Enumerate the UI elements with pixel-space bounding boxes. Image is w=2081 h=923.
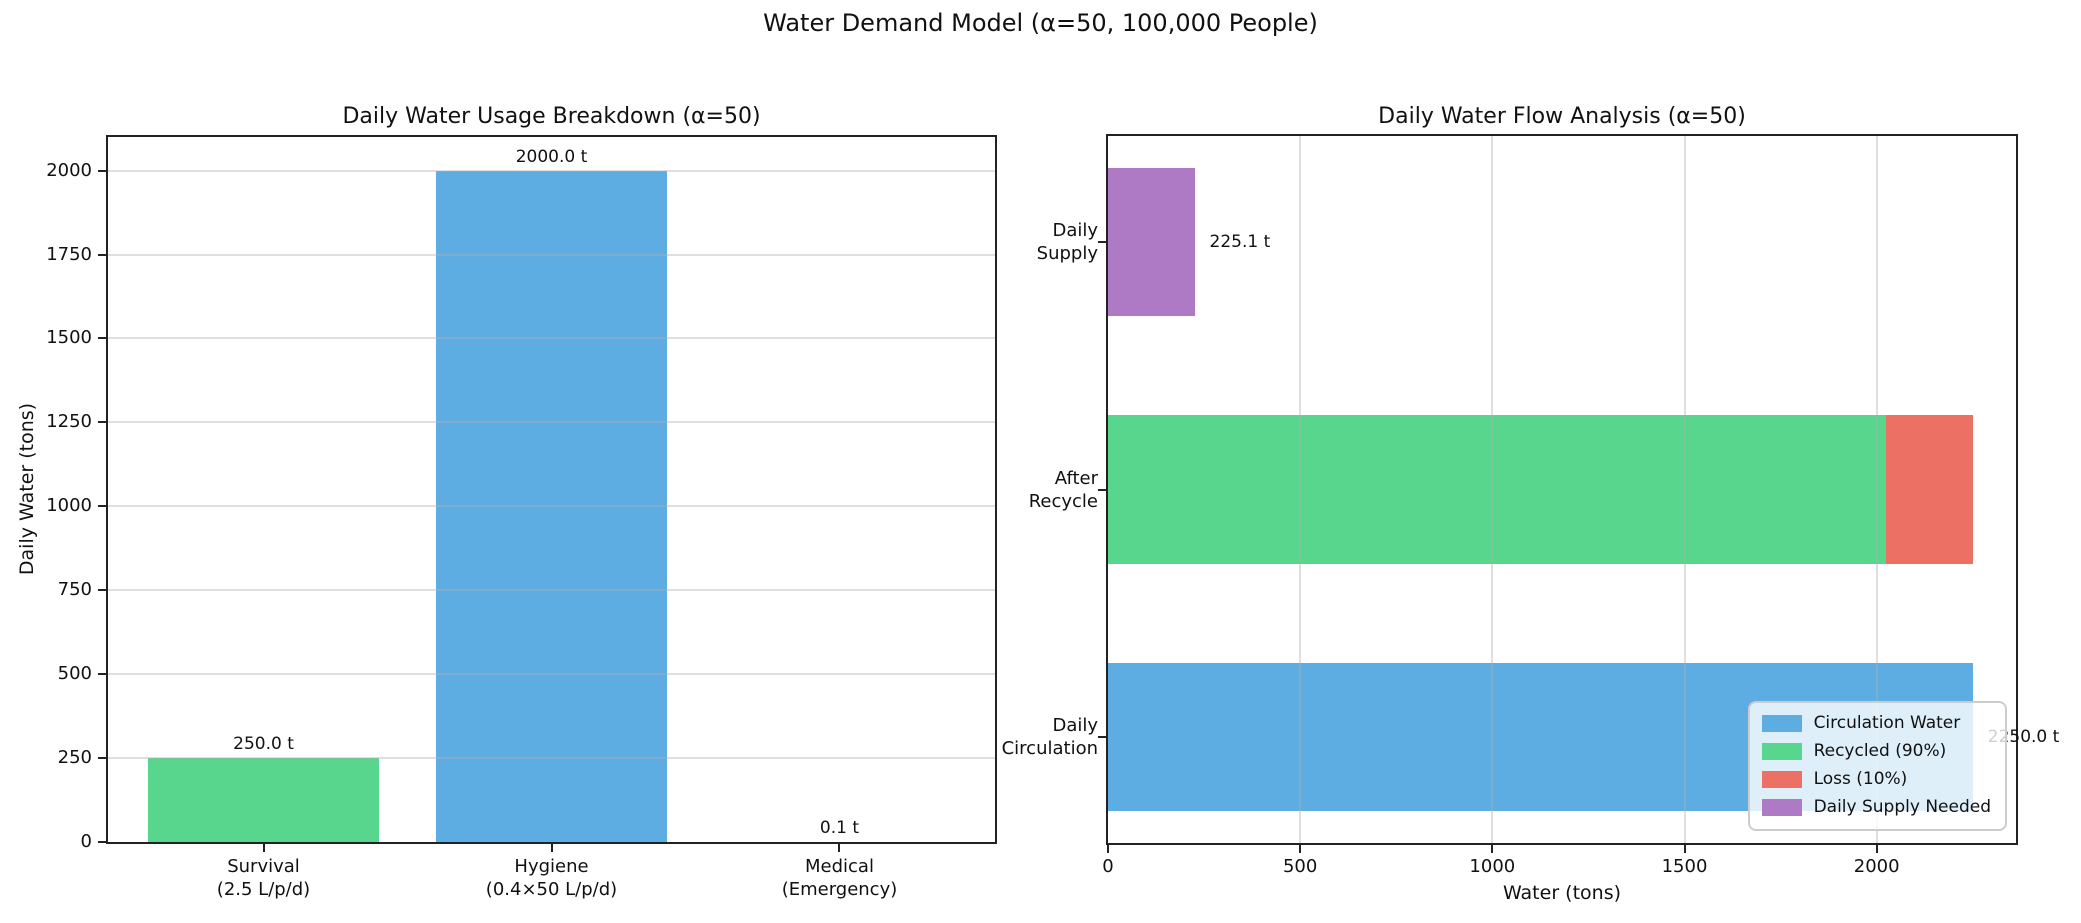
gridline-x (1491, 136, 1494, 843)
legend-item-daily-supply-needed: Daily Supply Needed (1761, 796, 1991, 819)
bar-segment-recycled-90- (1108, 415, 1887, 564)
x-tick-label: Survival (2.5 L/p/d) (216, 856, 311, 900)
gridline-y (108, 421, 995, 424)
x-tick-mark (1299, 843, 1302, 853)
legend-item-loss: Loss (10%) (1761, 768, 1991, 791)
bar-1 (436, 170, 667, 842)
bar-segment-loss-10- (1886, 415, 1973, 564)
x-tick-mark (1875, 843, 1878, 853)
y-tick-mark (1098, 488, 1108, 491)
y-tick-label: 0 (80, 831, 92, 852)
legend-swatch-loss (1761, 771, 1802, 788)
x-tick-mark (1107, 843, 1109, 853)
gridline-x (1875, 136, 1878, 843)
figure-title: Water Demand Model (α=50, 100,000 People… (763, 9, 1318, 37)
legend-swatch-recycled (1761, 743, 1802, 760)
y-tick-mark (1098, 241, 1108, 244)
left-chart-title: Daily Water Usage Breakdown (α=50) (342, 104, 761, 129)
x-tick-label: Hygiene (0.4×50 L/p/d) (485, 856, 618, 900)
bar-segment-daily-supply-needed (1108, 168, 1195, 317)
x-tick-label: 0 (1102, 856, 1114, 877)
x-tick-label: 1000 (1469, 856, 1516, 877)
gridline-y (108, 337, 995, 340)
gridline-y (108, 589, 995, 592)
x-tick-mark (1683, 843, 1686, 853)
legend-label: Loss (10%) (1813, 769, 1908, 789)
gridline-y (108, 253, 995, 256)
x-tick-label: 2000 (1853, 856, 1900, 877)
x-tick-label: 1500 (1661, 856, 1708, 877)
gridline-y (108, 673, 995, 676)
y-tick-mark (98, 673, 108, 676)
legend: Circulation Water Recycled (90%) Loss (1… (1747, 701, 2007, 831)
y-tick-mark (98, 169, 108, 172)
right-chart-x-axis-label: Water (tons) (1502, 882, 1622, 904)
gridline-y (108, 505, 995, 508)
y-tick-label: 1500 (46, 327, 92, 349)
x-tick-label: Medical (Emergency) (781, 856, 898, 900)
y-tick-mark (98, 757, 108, 760)
y-tick-label: 1000 (46, 495, 92, 517)
left-chart-plot-area (106, 135, 997, 844)
right-chart-plot-area: Circulation Water Recycled (90%) Loss (1… (1106, 134, 2018, 845)
legend-swatch-daily-supply-needed (1761, 799, 1802, 816)
y-tick-mark (98, 337, 108, 340)
y-tick-label: 1250 (46, 411, 92, 433)
legend-swatch-circulation-water (1761, 715, 1802, 732)
y-tick-mark (98, 505, 108, 508)
y-tick-mark (98, 421, 108, 424)
y-tick-label: After Recycle (1028, 467, 1098, 512)
y-tick-mark (98, 841, 108, 843)
legend-item-recycled: Recycled (90%) (1761, 740, 1991, 763)
y-tick-label: 1750 (46, 243, 92, 265)
x-tick-mark (550, 842, 553, 852)
y-tick-label: 2000 (46, 159, 92, 181)
x-tick-label: 500 (1282, 856, 1318, 877)
y-tick-mark (98, 253, 108, 256)
gridline-y (108, 169, 995, 172)
legend-label: Circulation Water (1813, 713, 1961, 733)
legend-label: Recycled (90%) (1813, 741, 1947, 761)
bar-value-label: 2000.0 t (515, 146, 588, 167)
bar-0 (148, 758, 379, 842)
y-tick-label: 250 (57, 747, 92, 769)
bar-value-label: 250.0 t (233, 734, 294, 755)
y-tick-label: Daily Circulation (1001, 714, 1098, 759)
bar-value-label: 0.1 t (819, 817, 860, 838)
x-tick-mark (838, 842, 841, 852)
legend-label: Daily Supply Needed (1813, 797, 1991, 817)
legend-item-circulation-water: Circulation Water (1761, 712, 1991, 735)
x-tick-mark (1491, 843, 1494, 853)
y-tick-mark (98, 589, 108, 592)
right-chart-title: Daily Water Flow Analysis (α=50) (1378, 104, 1746, 129)
y-tick-label: 750 (57, 579, 92, 601)
y-tick-mark (1098, 735, 1108, 738)
bar-value-label: 225.1 t (1209, 232, 1271, 253)
x-tick-mark (262, 842, 265, 852)
gridline-x (1683, 136, 1686, 843)
gridline-x (1299, 136, 1302, 843)
y-tick-label: Daily Supply (1036, 220, 1098, 265)
y-tick-label: 500 (57, 663, 92, 685)
gridline-y (108, 757, 995, 760)
